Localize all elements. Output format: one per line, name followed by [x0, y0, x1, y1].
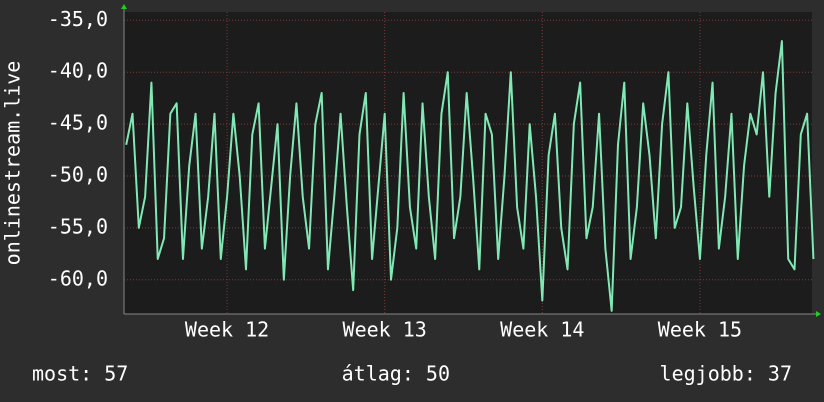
- axis-arrow: [121, 4, 127, 9]
- x-tick-label: Week 13: [343, 318, 427, 342]
- axis-arrow: [816, 311, 821, 317]
- y-tick-label: -45,0: [48, 111, 108, 135]
- y-tick-label: -40,0: [48, 59, 108, 83]
- y-tick-label: -55,0: [48, 214, 108, 238]
- footer-best: legjobb: 37: [660, 362, 792, 386]
- data-line: [125, 40, 815, 312]
- y-tick-label: -35,0: [48, 7, 108, 31]
- x-tick-label: Week 15: [658, 318, 742, 342]
- y-tick-label: -60,0: [48, 266, 108, 290]
- y-tick-label: -50,0: [48, 162, 108, 186]
- x-tick-label: Week 14: [500, 318, 584, 342]
- footer-current: most: 57: [32, 362, 128, 386]
- y-axis-label: onlinestream.live: [1, 61, 25, 266]
- x-tick-label: Week 12: [185, 318, 269, 342]
- footer-average: átlag: 50: [342, 362, 450, 386]
